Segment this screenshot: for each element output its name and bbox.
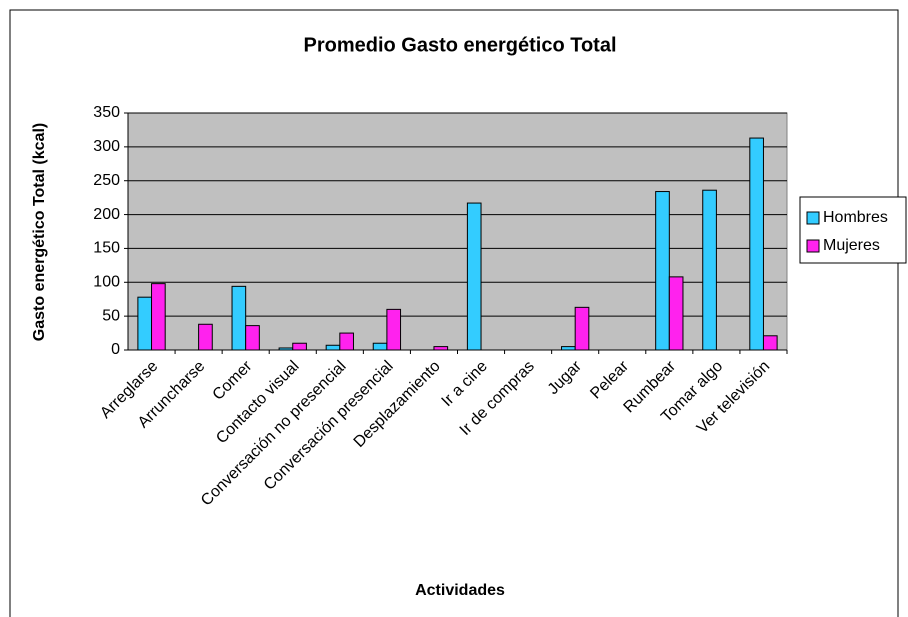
- bar: [433, 346, 449, 351]
- bar: [574, 306, 590, 351]
- bar: [325, 344, 341, 351]
- y-tick-label: 100: [93, 274, 120, 291]
- y-axis-title: Gasto energético Total (kcal): [31, 123, 48, 341]
- y-tick-label: 50: [102, 307, 120, 324]
- bar: [137, 296, 153, 351]
- legend-label: Hombres: [823, 209, 888, 226]
- bar: [655, 191, 670, 351]
- bar: [668, 276, 684, 351]
- bar: [561, 346, 576, 351]
- y-tick-label: 0: [111, 341, 120, 358]
- bar: [278, 347, 294, 351]
- plot-area: [127, 112, 788, 351]
- chart-title: Promedio Gasto energético Total: [303, 34, 616, 56]
- legend-label: Mujeres: [823, 237, 880, 254]
- x-axis-title: Actividades: [415, 582, 505, 599]
- bar: [702, 189, 717, 351]
- y-tick-label: 150: [93, 240, 120, 257]
- bar: [386, 308, 402, 351]
- bar: [762, 335, 778, 351]
- y-tick-label: 300: [93, 138, 120, 155]
- y-tick-label: 350: [93, 104, 120, 121]
- bar: [372, 342, 388, 351]
- bar: [292, 342, 307, 351]
- bar: [231, 285, 247, 351]
- legend-swatch: [806, 211, 820, 225]
- bar: [151, 283, 166, 351]
- legend-swatch: [806, 239, 820, 253]
- y-tick-label: 250: [93, 172, 120, 189]
- bar: [339, 332, 354, 351]
- bar: [749, 137, 764, 351]
- bar: [245, 325, 260, 351]
- y-tick-label: 200: [93, 206, 120, 223]
- bar: [198, 323, 213, 351]
- bar: [466, 202, 482, 351]
